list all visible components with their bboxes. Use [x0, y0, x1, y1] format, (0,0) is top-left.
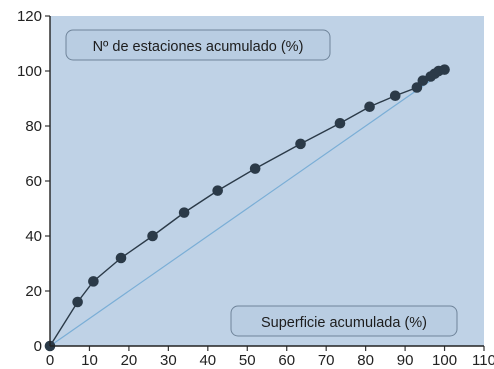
x-tick-label: 40 [199, 352, 216, 369]
y-axis-ticks: 0 20 40 60 80 100 120 [17, 8, 50, 355]
y-tick-label: 40 [25, 228, 42, 245]
data-point [115, 252, 127, 264]
data-point [249, 163, 261, 174]
data-point [88, 276, 99, 287]
x-axis-ticks: 0 10 20 30 40 50 60 70 80 90 100 110 [46, 346, 494, 369]
data-point [439, 64, 450, 75]
y-tick-label: 100 [17, 63, 42, 80]
data-point [178, 207, 190, 218]
y-axis-label: Nº de estaciones acumulado (%) [93, 39, 304, 55]
x-axis-label: Superficie acumulada (%) [261, 315, 427, 331]
x-tick-label: 30 [160, 352, 177, 369]
reference-line [49, 70, 445, 347]
x-tick-label: 100 [432, 352, 457, 369]
x-tick-label: 20 [121, 352, 138, 369]
data-point [295, 138, 306, 150]
x-tick-label: 70 [318, 352, 335, 369]
xlabel-box: Superficie acumulada (%) [230, 305, 458, 337]
data-point [334, 117, 346, 129]
plot-area [50, 16, 484, 346]
y-tick-label: 80 [25, 118, 42, 135]
data-point [389, 90, 401, 102]
data-point [417, 75, 429, 86]
data-point [212, 185, 223, 196]
y-tick-label: 0 [34, 338, 42, 355]
x-tick-label: 80 [357, 352, 374, 369]
y-tick-label: 20 [25, 283, 42, 300]
x-tick-label: 0 [46, 352, 54, 369]
x-tick-label: 90 [397, 352, 414, 369]
axes [49, 16, 484, 347]
y-tick-label: 60 [25, 173, 42, 190]
y-tick-label: 120 [17, 8, 42, 25]
data-point [147, 230, 158, 242]
x-tick-label: 110 [472, 352, 494, 369]
ylabel-box: Nº de estaciones acumulado (%) [65, 29, 331, 61]
reference-line-group [49, 70, 445, 347]
data-point [72, 296, 83, 308]
series-group [44, 64, 450, 352]
x-tick-label: 60 [278, 352, 295, 369]
x-tick-label: 50 [239, 352, 256, 369]
x-tick-label: 10 [81, 352, 98, 369]
data-point [411, 82, 423, 93]
data-point [364, 101, 375, 113]
